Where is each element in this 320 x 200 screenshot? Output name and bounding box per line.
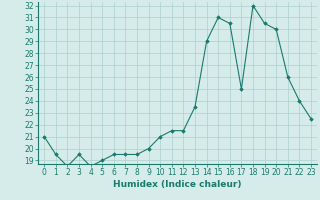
X-axis label: Humidex (Indice chaleur): Humidex (Indice chaleur) [113,180,242,189]
